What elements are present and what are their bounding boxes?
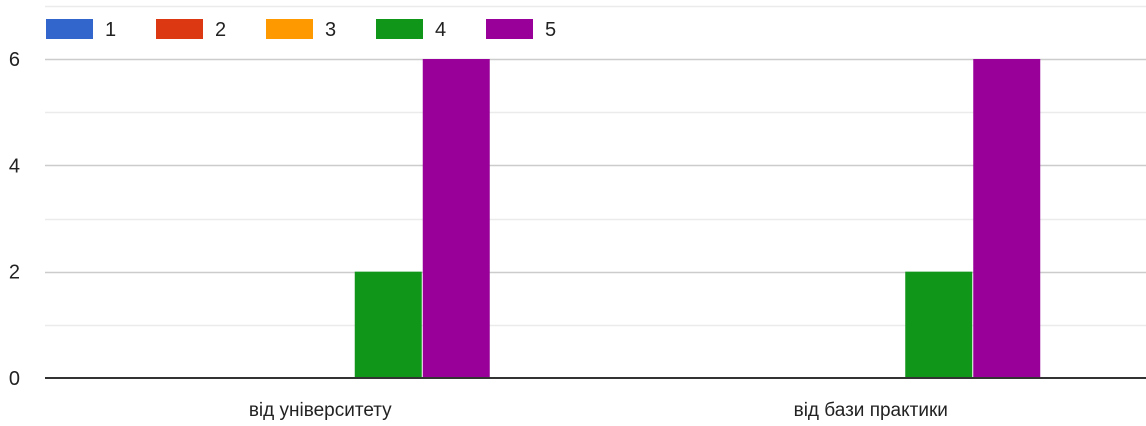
y-tick-label: 6: [9, 49, 20, 71]
legend-item-3[interactable]: 3: [266, 19, 336, 41]
y-axis-ticks: 0 2 4 6: [9, 49, 20, 390]
legend-item-4[interactable]: 4: [376, 19, 446, 41]
legend-label: 1: [105, 19, 116, 41]
legend-label: 4: [435, 19, 446, 41]
legend-swatch: [376, 19, 423, 39]
legend-label: 5: [545, 19, 556, 41]
legend-item-5[interactable]: 5: [486, 19, 556, 41]
bar-series-5-university[interactable]: [422, 59, 490, 378]
x-category-label: від університету: [249, 400, 392, 421]
legend-item-2[interactable]: 2: [156, 19, 226, 41]
legend-label: 3: [325, 19, 336, 41]
grid-lines: [45, 5, 1146, 327]
y-tick-label: 0: [9, 368, 20, 390]
y-tick-label: 4: [9, 155, 20, 177]
bars: [354, 59, 1041, 378]
bar-series-4-university[interactable]: [354, 271, 422, 378]
y-tick-label: 2: [9, 262, 20, 284]
legend-label: 2: [215, 19, 226, 41]
bar-series-4-practice-base[interactable]: [905, 271, 973, 378]
legend-swatch: [486, 19, 533, 39]
x-axis-categories: від університету від бази практики: [249, 400, 948, 421]
legend-item-1[interactable]: 1: [46, 19, 116, 41]
bar-series-5-practice-base[interactable]: [973, 59, 1041, 378]
x-category-label: від бази практики: [794, 400, 948, 421]
legend-swatch: [156, 19, 203, 39]
legend[interactable]: 1 2 3 4 5: [46, 19, 556, 41]
legend-swatch: [46, 19, 93, 39]
legend-swatch: [266, 19, 313, 39]
